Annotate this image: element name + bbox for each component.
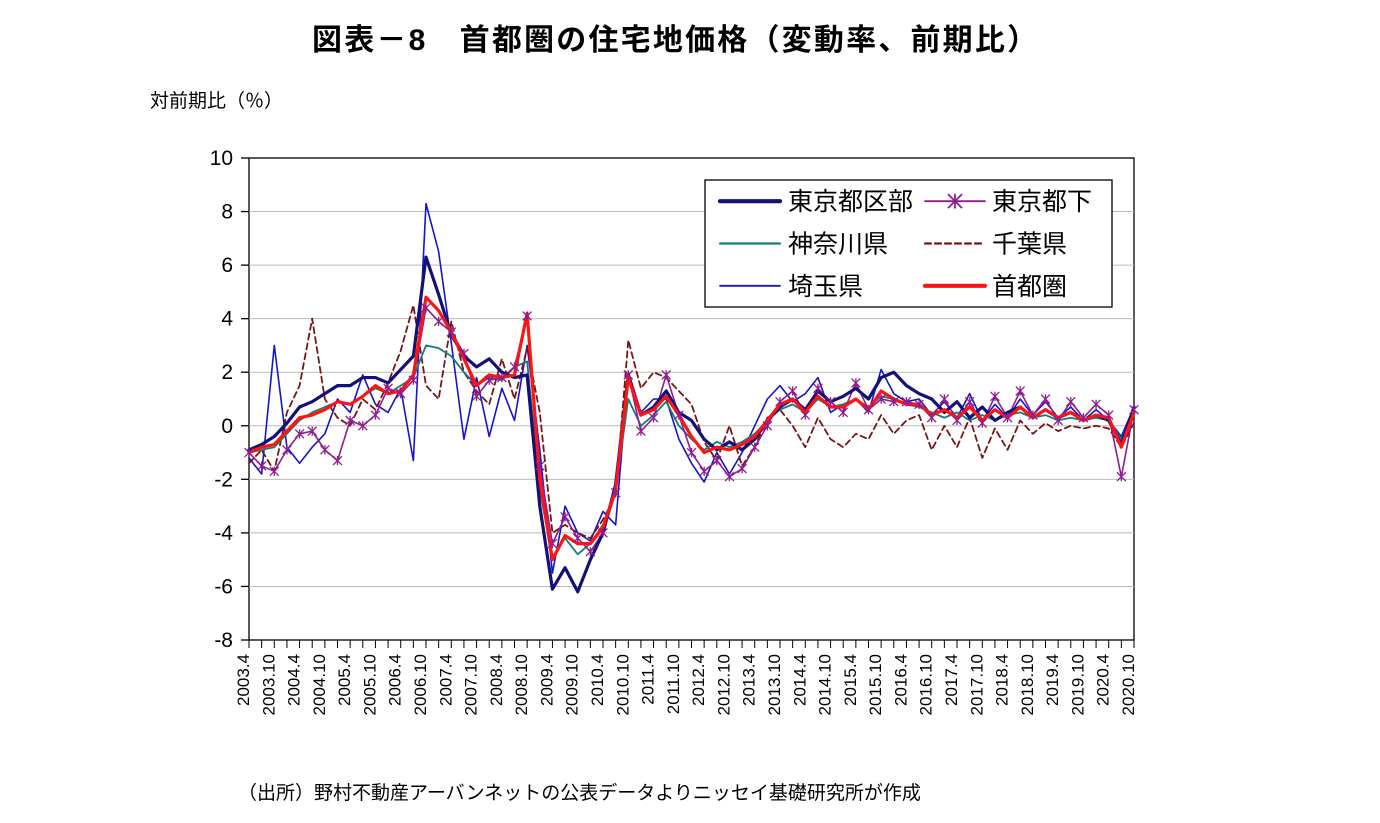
svg-text:-4: -4 (214, 522, 233, 545)
svg-text:2018.4: 2018.4 (993, 654, 1012, 706)
svg-text:2007.10: 2007.10 (462, 654, 481, 715)
svg-text:東京都区部: 東京都区部 (788, 188, 913, 216)
svg-text:2: 2 (221, 361, 233, 384)
svg-text:2004.10: 2004.10 (310, 654, 329, 715)
svg-text:2012.10: 2012.10 (714, 654, 733, 715)
svg-text:2013.4: 2013.4 (740, 654, 759, 706)
svg-text:4: 4 (221, 308, 233, 331)
svg-text:2020.10: 2020.10 (1119, 654, 1138, 715)
svg-text:2012.4: 2012.4 (689, 654, 708, 706)
svg-text:神奈川県: 神奈川県 (788, 231, 888, 259)
svg-text:2008.10: 2008.10 (512, 654, 531, 715)
svg-text:8: 8 (221, 201, 233, 224)
svg-text:-6: -6 (214, 575, 233, 598)
svg-text:2009.10: 2009.10 (563, 654, 582, 715)
svg-text:2016.10: 2016.10 (917, 654, 936, 715)
svg-text:2005.10: 2005.10 (360, 654, 379, 715)
svg-text:2015.10: 2015.10 (866, 654, 885, 715)
svg-text:首都圏: 首都圏 (992, 273, 1067, 301)
svg-text:2004.4: 2004.4 (285, 654, 304, 706)
svg-text:2010.4: 2010.4 (588, 654, 607, 706)
svg-text:2013.10: 2013.10 (765, 654, 784, 715)
svg-text:2007.4: 2007.4 (436, 654, 455, 706)
svg-text:2003.10: 2003.10 (259, 654, 278, 715)
svg-text:6: 6 (221, 254, 233, 277)
svg-text:2009.4: 2009.4 (537, 654, 556, 706)
svg-text:2017.4: 2017.4 (942, 654, 961, 706)
svg-text:2016.4: 2016.4 (891, 654, 910, 706)
svg-text:2005.4: 2005.4 (335, 654, 354, 706)
svg-text:2020.4: 2020.4 (1094, 654, 1113, 706)
svg-text:2008.4: 2008.4 (487, 654, 506, 706)
svg-text:2019.10: 2019.10 (1068, 654, 1087, 715)
svg-text:0: 0 (221, 415, 233, 438)
svg-text:2011.10: 2011.10 (664, 654, 683, 714)
svg-text:2010.10: 2010.10 (613, 654, 632, 715)
svg-text:10: 10 (210, 147, 233, 170)
svg-text:千葉県: 千葉県 (992, 231, 1067, 259)
svg-text:2018.10: 2018.10 (1018, 654, 1037, 715)
svg-text:2019.4: 2019.4 (1043, 654, 1062, 706)
svg-text:2006.10: 2006.10 (411, 654, 430, 715)
svg-text:2015.4: 2015.4 (841, 654, 860, 706)
svg-text:2017.10: 2017.10 (967, 654, 986, 715)
svg-text:-2: -2 (214, 468, 233, 491)
svg-text:2014.4: 2014.4 (790, 654, 809, 706)
svg-text:2011.4: 2011.4 (639, 654, 658, 705)
svg-text:埼玉県: 埼玉県 (788, 273, 863, 301)
svg-text:東京都下: 東京都下 (992, 188, 1092, 216)
svg-text:-8: -8 (214, 629, 233, 652)
svg-text:2003.4: 2003.4 (234, 654, 253, 706)
svg-text:2014.10: 2014.10 (816, 654, 835, 715)
svg-text:2006.4: 2006.4 (386, 654, 405, 706)
